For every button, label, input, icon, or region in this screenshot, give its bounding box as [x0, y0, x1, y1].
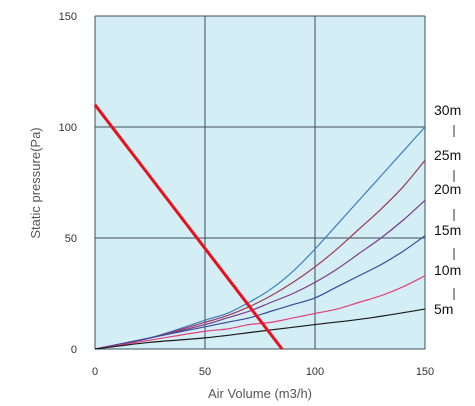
series-line-30m	[94, 126, 426, 350]
y-tick-label-3: 150	[59, 11, 77, 23]
x-tick-label-3: 150	[416, 366, 434, 378]
x-axis-ticks: 0 50 100 150	[92, 366, 434, 378]
x-tick-label-2: 100	[306, 366, 324, 378]
series-label-25m: 25m	[434, 147, 461, 163]
fan-curve-group	[93, 103, 284, 350]
series-label-15m: 15m	[434, 222, 461, 238]
series-label-30m: 30m	[434, 102, 461, 118]
x-tick-label-0: 0	[92, 366, 98, 378]
plot-background	[95, 16, 425, 349]
series-line-25m	[94, 159, 426, 350]
x-tick-label-1: 50	[199, 366, 211, 378]
y-tick-label-0: 0	[71, 344, 77, 356]
series-label-5m: 5m	[434, 301, 453, 317]
series-line-20m	[94, 199, 426, 350]
fan-curve-line	[93, 103, 284, 350]
series-lines	[94, 126, 426, 350]
series-line-10m	[94, 275, 426, 350]
series-label-20m: 20m	[434, 181, 461, 197]
grid-lines	[94, 15, 426, 350]
series-line-15m	[94, 235, 426, 350]
y-axis-title: Static pressure(Pa)	[28, 127, 43, 238]
x-axis-title: Air Volume (m3/h)	[208, 386, 312, 401]
y-axis-ticks: 0 50 100 150	[59, 11, 77, 356]
series-label-10m: 10m	[434, 262, 461, 278]
y-tick-label-2: 100	[59, 122, 77, 134]
series-line-5m	[94, 308, 426, 350]
series-labels: 30m 25m 20m 15m 10m 5m	[434, 102, 461, 317]
y-tick-label-1: 50	[65, 233, 77, 245]
